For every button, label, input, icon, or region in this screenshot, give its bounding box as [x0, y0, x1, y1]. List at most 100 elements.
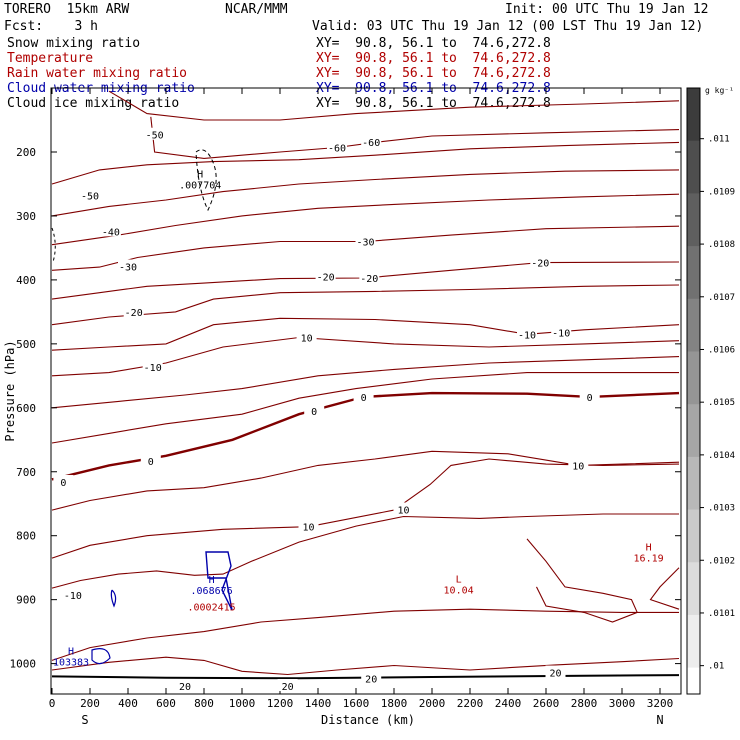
- temperature-label: -30: [119, 262, 137, 273]
- colorbar-label: .011: [708, 135, 730, 145]
- label-knockout: [175, 678, 195, 691]
- label-knockout: [517, 327, 537, 340]
- y-tick-label: 300: [16, 210, 36, 223]
- x-tick-label: 2400: [495, 697, 522, 710]
- temperature-label: 0: [361, 393, 367, 404]
- x-tick-label: 1200: [267, 697, 294, 710]
- plot-frame: [50, 87, 682, 695]
- colorbar-segment: [687, 246, 700, 300]
- label-knockout: [359, 270, 380, 283]
- temperature-label: -20: [360, 274, 378, 285]
- temperature-contour-line: [51, 656, 680, 676]
- cloud-water-contour: [91, 648, 111, 665]
- forecast-hour: Fcst: 3 h: [4, 19, 98, 34]
- x-tick-label: 0: [49, 697, 56, 710]
- label-knockout: [142, 359, 163, 372]
- colorbar-segment: [687, 404, 700, 458]
- label-knockout: [530, 255, 551, 268]
- label-knockout: [304, 403, 325, 416]
- x-tick-label: 3200: [647, 697, 674, 710]
- temperature-label: 0: [148, 457, 154, 468]
- temperature-contour-line: [51, 225, 680, 271]
- colorbar-label: .0106: [708, 345, 735, 355]
- field-snow-xy: XY= 90.8, 56.1 to 74.6,272.8: [316, 36, 551, 51]
- x-tick-label: 2800: [571, 697, 598, 710]
- temperature-label: 20: [365, 674, 377, 685]
- colorbar-label: .0105: [708, 398, 735, 408]
- x-tick-label: 1400: [305, 697, 332, 710]
- colorbar-frame: [686, 87, 701, 695]
- colorbar-segment: [687, 298, 700, 353]
- x-tick-label: 2600: [533, 697, 560, 710]
- colorbar-label: .0109: [708, 187, 735, 197]
- colorbar-segment: [687, 562, 700, 616]
- temperature-contour-line: [51, 317, 680, 351]
- temperature-label: -10: [552, 328, 570, 339]
- temperature-contour-line: [51, 141, 680, 185]
- temperature-label: 10: [301, 333, 313, 344]
- extremum-marker: H: [68, 647, 74, 658]
- colorbar-segment: [687, 351, 700, 406]
- extremum-value: 16.19: [634, 553, 664, 564]
- label-knockout: [53, 474, 74, 487]
- temperature-label: -20: [531, 259, 549, 270]
- cloud-ice-contour: [195, 149, 217, 212]
- temperature-label: -60: [328, 144, 346, 155]
- label-knockout: [315, 269, 336, 282]
- temperature-label: 10: [572, 461, 584, 472]
- temperature-contour-line: [51, 169, 680, 217]
- temperature-label: 20: [179, 682, 191, 693]
- model-title: TORERO 15km ARW: [4, 2, 130, 17]
- agency-label: NCAR/MMM: [225, 2, 288, 17]
- colorbar-segment: [687, 193, 700, 248]
- init-time: Init: 00 UTC Thu 19 Jan 12: [505, 2, 709, 17]
- label-knockout: [568, 458, 589, 471]
- temperature-contour-line: [51, 356, 680, 409]
- temperature-label: -10: [64, 591, 82, 602]
- x-axis-title: Distance (km): [321, 713, 415, 727]
- field-cloudice-name: Cloud ice mixing ratio: [7, 96, 180, 111]
- temperature-contour-line: [51, 458, 680, 559]
- colorbar-segment: [687, 614, 700, 669]
- label-knockout: [123, 304, 144, 317]
- contour-labels: -60 -60 -50 -40 -30 -30 -20 -20 -20 -20 -10 -10 -10 1…: [53, 127, 664, 693]
- x-tick-label: 1800: [381, 697, 408, 710]
- y-tick-label: 700: [16, 466, 36, 479]
- field-cloudice-xy: XY= 90.8, 56.1 to 74.6,272.8: [316, 96, 551, 111]
- colorbar-segment: [687, 456, 700, 511]
- colorbar-label: .0107: [708, 293, 735, 303]
- label-knockout: [298, 519, 319, 532]
- south-label: S: [81, 713, 88, 727]
- y-axis-title: Pressure (hPa): [3, 340, 17, 441]
- temperature-contour-line: [51, 391, 680, 481]
- x-tick-label: 1600: [343, 697, 370, 710]
- colorbar-label: .01: [708, 662, 724, 672]
- label-knockout: [393, 502, 414, 515]
- label-knockout: [353, 389, 374, 402]
- temperature-contour-line: [51, 608, 679, 661]
- colorbar-segment: [687, 88, 700, 142]
- temperature-contour-line: [51, 193, 680, 246]
- field-temperature-xy: XY= 90.8, 56.1 to 74.6,272.8: [316, 51, 551, 66]
- x-tick-label: 2000: [419, 697, 446, 710]
- colorbar-label: .0103: [708, 504, 735, 514]
- temperature-label: -30: [356, 238, 374, 249]
- x-tick-label: 3000: [609, 697, 636, 710]
- temperature-contour-line: [526, 538, 638, 623]
- extremum-value: .007704: [179, 181, 221, 192]
- temperature-label: 0: [587, 393, 593, 404]
- temperature-label: 20: [549, 669, 561, 680]
- x-tick-label: 600: [156, 697, 176, 710]
- temperature-label: 10: [302, 523, 314, 534]
- x-tick-label: 1000: [229, 697, 256, 710]
- mixing-ratio-contours: [51, 149, 233, 665]
- y-tick-label: 600: [16, 402, 36, 415]
- label-knockout: [551, 325, 572, 338]
- temperature-label: -40: [102, 227, 120, 238]
- y-tick-label: 200: [16, 146, 36, 159]
- extremum-marker: L: [456, 574, 462, 585]
- extremum-marker: H: [197, 170, 203, 181]
- label-knockout: [579, 389, 600, 402]
- colorbar-label: .0108: [708, 240, 735, 250]
